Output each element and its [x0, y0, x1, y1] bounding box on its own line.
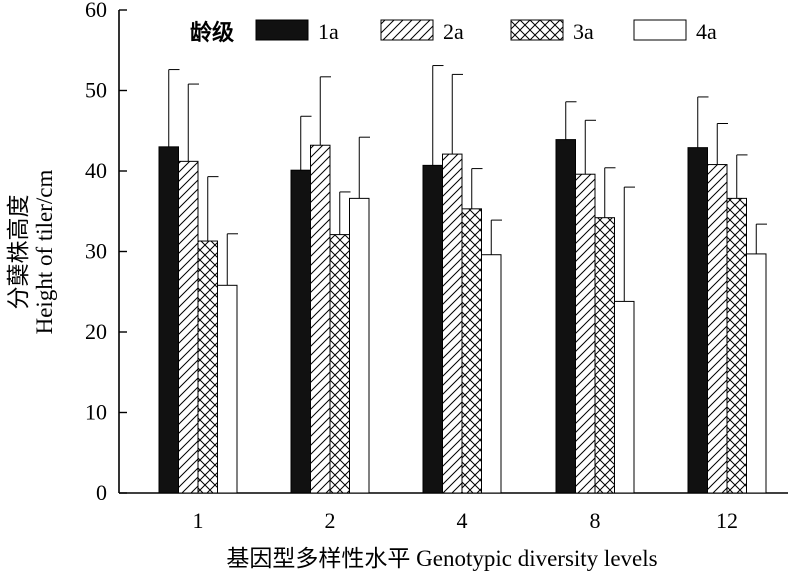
bar-2a-1 [178, 160, 199, 494]
error-bar-2a-2 [319, 76, 331, 146]
bar-3a-8 [594, 217, 615, 494]
x-tick-label: 1 [193, 508, 204, 533]
error-bar-2a-4 [451, 73, 463, 155]
bar-4a-8 [614, 300, 635, 494]
y-tick-label: 40 [85, 158, 107, 183]
error-bar-1a-1 [168, 69, 180, 147]
error-bar-1a-8 [565, 101, 577, 140]
error-bar-3a-4 [471, 168, 483, 209]
x-tick-label: 8 [590, 508, 601, 533]
legend-swatch-1a [255, 19, 309, 41]
bar-2a-4 [442, 153, 463, 494]
legend-swatch-4a [633, 19, 687, 41]
y-axis-title-cn: 分蘖株高度 [6, 195, 31, 310]
error-bar-2a-1 [187, 83, 199, 162]
bars-group [158, 139, 767, 494]
bar-4a-1 [217, 284, 238, 494]
y-tick-label: 60 [85, 0, 107, 22]
bar-4a-12 [746, 253, 767, 494]
y-tick-label: 0 [96, 480, 107, 505]
bar-1a-4 [422, 164, 443, 494]
bar-1a-2 [290, 169, 311, 494]
y-tick-label: 20 [85, 319, 107, 344]
error-bar-4a-12 [755, 223, 767, 254]
legend-swatch-2a [380, 19, 434, 41]
error-bar-4a-4 [490, 219, 502, 255]
bar-2a-2 [310, 144, 331, 494]
bar-1a-8 [555, 139, 576, 494]
error-bar-3a-12 [736, 154, 748, 199]
error-bar-1a-12 [697, 96, 709, 148]
error-bar-3a-2 [339, 191, 351, 235]
error-bar-4a-8 [623, 186, 635, 302]
bar-3a-4 [461, 208, 482, 494]
error-bar-3a-8 [604, 167, 616, 218]
legend-label-4a: 4a [696, 19, 717, 44]
x-axis-title: 基因型多样性水平 Genotypic diversity levels [226, 546, 657, 571]
error-bar-2a-12 [716, 123, 728, 165]
legend-label-1a: 1a [318, 19, 339, 44]
bar-3a-2 [329, 234, 350, 494]
legend-label-2a: 2a [443, 19, 464, 44]
bar-1a-12 [687, 147, 708, 494]
error-bars-group [168, 65, 767, 302]
bar-4a-2 [349, 197, 370, 494]
error-bar-1a-2 [300, 115, 312, 171]
legend: 龄级 1a 2a 3a 4a [190, 19, 717, 45]
bar-3a-1 [197, 240, 218, 494]
error-bar-4a-2 [358, 136, 370, 199]
error-bar-2a-8 [584, 119, 596, 175]
error-bar-3a-1 [207, 176, 219, 242]
y-axis-title: 分蘖株高度 Height of tiler/cm [6, 170, 57, 335]
bar-4a-4 [481, 254, 502, 494]
legend-label-3a: 3a [573, 19, 594, 44]
x-tick-label: 2 [325, 508, 336, 533]
bar-2a-8 [575, 173, 596, 494]
legend-title: 龄级 [190, 20, 234, 45]
bar-3a-12 [726, 197, 747, 494]
y-tick-label: 30 [85, 239, 107, 264]
bar-2a-12 [707, 164, 728, 494]
y-tick-label: 50 [85, 78, 107, 103]
legend-swatch-3a [510, 19, 564, 41]
error-bar-1a-4 [432, 65, 444, 166]
y-tick-label: 10 [85, 400, 107, 425]
error-bar-4a-1 [226, 233, 238, 286]
x-tick-label: 4 [457, 508, 468, 533]
y-axis-title-en: Height of tiler/cm [32, 170, 57, 335]
x-tick-label: 12 [716, 508, 738, 533]
bar-1a-1 [158, 146, 179, 494]
